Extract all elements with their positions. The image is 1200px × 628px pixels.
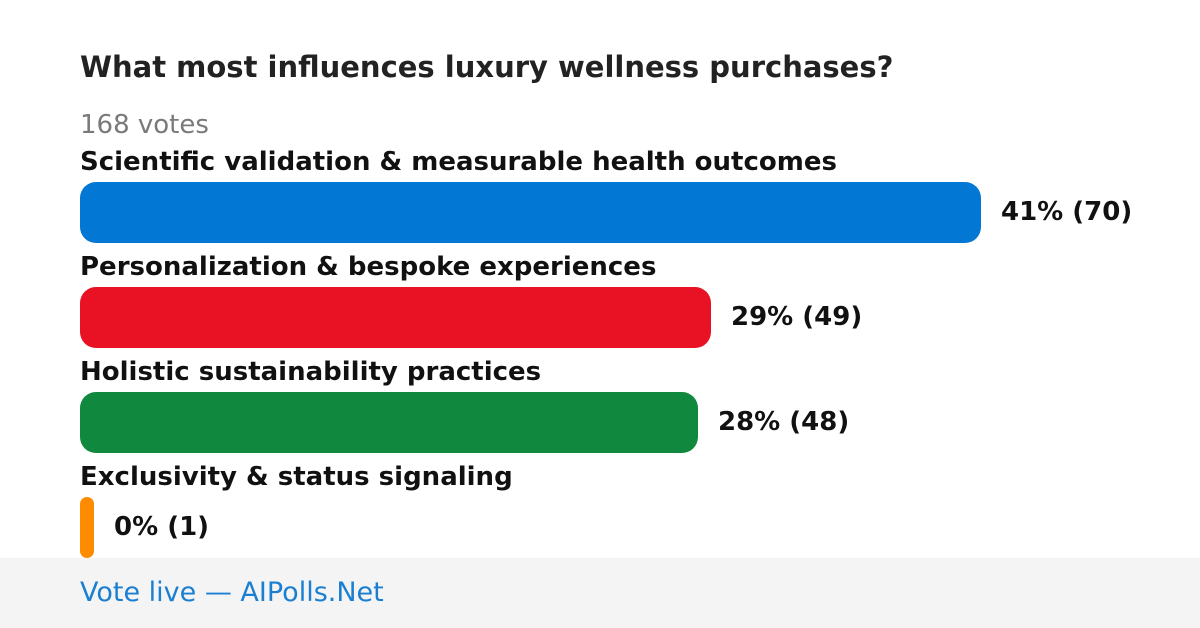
option-label: Holistic sustainability practices xyxy=(80,357,542,387)
option-result: 41% (70) xyxy=(1001,197,1133,227)
option-label: Personalization & bespoke experiences xyxy=(80,252,657,282)
option-bar xyxy=(80,392,698,453)
option-label: Exclusivity & status signaling xyxy=(80,462,513,492)
option-label: Scientific validation & measurable healt… xyxy=(80,147,837,177)
poll-option[interactable]: Exclusivity & status signaling 0% (1) xyxy=(80,460,1160,565)
vote-live-link[interactable]: Vote live — AIPolls.Net xyxy=(80,577,384,608)
poll-title: What most influences luxury wellness pur… xyxy=(80,50,894,84)
poll-option[interactable]: Scientific validation & measurable healt… xyxy=(80,145,1160,250)
option-result: 29% (49) xyxy=(731,302,863,332)
option-result: 28% (48) xyxy=(718,407,850,437)
poll-option[interactable]: Personalization & bespoke experiences 29… xyxy=(80,250,1160,355)
vote-count: 168 votes xyxy=(80,110,209,140)
option-result: 0% (1) xyxy=(114,512,210,542)
option-bar xyxy=(80,497,94,558)
footer: Vote live — AIPolls.Net xyxy=(0,558,1200,628)
option-bar xyxy=(80,287,711,348)
option-bar xyxy=(80,182,981,243)
poll-option[interactable]: Holistic sustainability practices 28% (4… xyxy=(80,355,1160,460)
